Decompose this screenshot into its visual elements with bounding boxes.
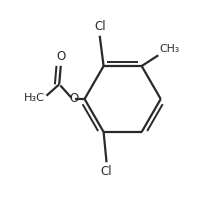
- Text: O: O: [57, 50, 66, 64]
- Text: H₃C: H₃C: [24, 93, 44, 103]
- Text: CH₃: CH₃: [159, 44, 179, 54]
- Text: Cl: Cl: [94, 20, 105, 33]
- Text: O: O: [69, 92, 78, 106]
- Text: Cl: Cl: [101, 165, 112, 178]
